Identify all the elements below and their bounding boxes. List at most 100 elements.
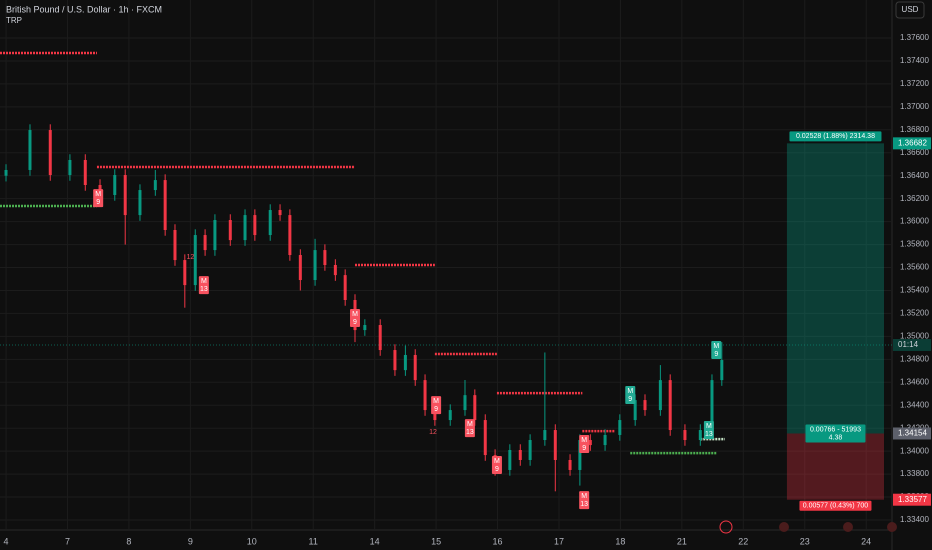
stop-price-label: 1.33577 (898, 495, 927, 504)
candle-body (298, 255, 302, 281)
currency-button[interactable] (895, 1, 925, 19)
candle-body (633, 400, 637, 421)
y-tick-label: 1.35800 (900, 240, 929, 249)
candle-body (313, 250, 317, 281)
candle-body (423, 380, 427, 411)
y-tick-label: 1.36600 (900, 148, 929, 157)
currency-label[interactable]: USD (902, 5, 919, 14)
x-tick-label: 14 (370, 536, 380, 546)
signal-marker-top: M (706, 423, 712, 430)
y-tick-label: 1.35400 (900, 286, 929, 295)
signal-marker-bottom: 9 (495, 466, 499, 473)
signal-marker-bottom: 9 (96, 199, 100, 206)
candle-body (138, 190, 142, 216)
signal-marker (711, 341, 722, 360)
loss-zone (786, 433, 885, 500)
signal-marker-top: M (713, 343, 719, 350)
candle-body (433, 410, 437, 421)
candle-body (28, 130, 32, 170)
candle-body (333, 265, 337, 276)
candle-body (553, 430, 557, 460)
y-tick-label: 1.37400 (900, 56, 929, 65)
entry-label: 0.00766 - 51993 (810, 426, 861, 433)
signal-marker-top: M (627, 388, 633, 395)
entry-label: 4.38 (829, 434, 843, 441)
signal-marker (198, 276, 209, 295)
signal-marker-top: M (95, 191, 101, 198)
signal-marker-bottom: 9 (714, 351, 718, 358)
signal-marker (625, 386, 636, 405)
candle-body (213, 220, 217, 251)
x-tick-label: 4 (4, 536, 9, 546)
candle-body (153, 180, 157, 191)
event-icon[interactable] (779, 522, 789, 532)
y-tick-label: 1.34600 (900, 377, 929, 386)
count-label: 12 (186, 254, 194, 261)
signal-marker-bottom: 13 (466, 429, 474, 436)
candle-body (720, 360, 724, 381)
signal-marker (350, 309, 361, 328)
x-tick-label: 10 (247, 536, 257, 546)
signal-marker-bottom: 13 (705, 431, 713, 438)
indicator-name: TRP (6, 16, 22, 25)
signal-marker-bottom: 9 (434, 406, 438, 413)
candle-body (393, 350, 397, 371)
plot: 0.02528 (1.88%) 2314.38 0.00766 - 519934.… (0, 0, 892, 530)
candle-body (463, 395, 467, 411)
candle-body (588, 440, 592, 446)
candle-body (268, 210, 272, 236)
entry-label-box (805, 424, 866, 443)
signal-marker-bottom: 13 (200, 286, 208, 293)
signal-marker-top: M (581, 493, 587, 500)
x-tick-label: 15 (431, 536, 441, 546)
candle-body (448, 410, 452, 421)
signal-marker (703, 421, 714, 440)
candle-body (518, 450, 522, 460)
event-icon[interactable] (887, 522, 897, 532)
stop-label: 0.00577 (0.43%) 700 (803, 503, 868, 510)
signal-marker-top: M (352, 311, 358, 318)
profit-zone (786, 143, 885, 434)
x-tick-label: 8 (126, 536, 131, 546)
y-tick-label: 1.35200 (900, 309, 929, 318)
target-label-box (789, 131, 882, 142)
x-tick-label: 23 (800, 536, 810, 546)
candle-body (658, 380, 662, 411)
signal-marker-top: M (467, 421, 473, 428)
x-tick-label: 24 (861, 536, 871, 546)
y-tick-label: 1.37200 (900, 79, 929, 88)
candle-body (163, 180, 167, 230)
signal-marker (579, 491, 590, 510)
x-tick-label: 7 (65, 536, 70, 546)
candle-body (378, 325, 382, 351)
candle-body (483, 420, 487, 456)
candle-body (4, 169, 8, 176)
signal-marker-top: M (581, 437, 587, 444)
candle-body (288, 215, 292, 256)
candle-body (183, 260, 187, 286)
candle-body (343, 275, 347, 301)
candle-body (473, 395, 477, 421)
y-tick-label: 1.33800 (900, 469, 929, 478)
x-tick-label: 21 (677, 536, 687, 546)
candle-body (83, 159, 87, 186)
candle-body (68, 159, 72, 176)
signal-marker-top: M (494, 458, 500, 465)
candle-body (643, 400, 647, 411)
candle-body (603, 434, 607, 446)
candle-body (668, 380, 672, 431)
signal-marker (491, 456, 502, 475)
candle-body (683, 430, 687, 441)
signal-marker (93, 189, 104, 208)
x-tick-label: 18 (615, 536, 625, 546)
signal-marker-bottom: 13 (580, 501, 588, 508)
candle-body (193, 235, 197, 286)
candle-body (413, 354, 417, 381)
y-tick-label: 1.37600 (900, 33, 929, 42)
event-icon[interactable] (843, 522, 853, 532)
event-icon[interactable] (719, 520, 733, 534)
countdown-box (893, 338, 931, 351)
target-label: 0.02528 (1.88%) 2314.38 (796, 133, 875, 140)
candle-body (278, 210, 282, 216)
